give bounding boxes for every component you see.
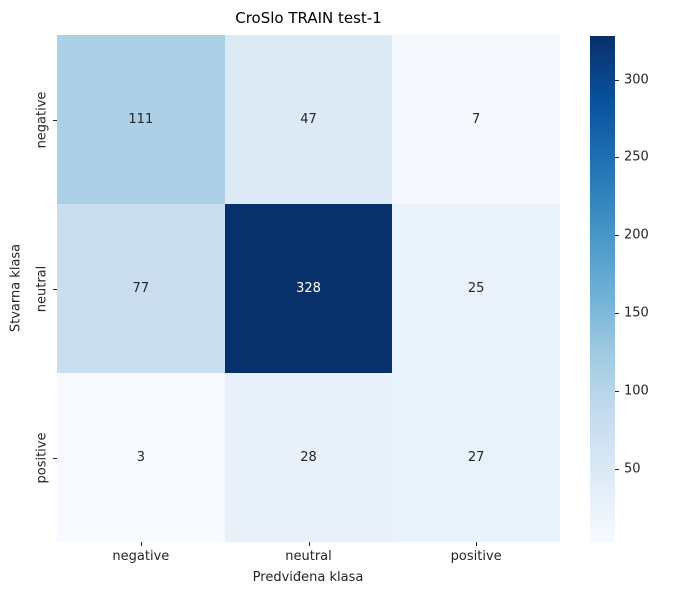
colorbar-tick-mark xyxy=(615,157,619,158)
colorbar-tick-label-150: 150 xyxy=(624,305,649,321)
colorbar-tick-label-100: 100 xyxy=(624,383,649,399)
y-tick-label-neutral: neutral xyxy=(34,265,50,312)
heatmap-cell-neutral-positive: 25 xyxy=(392,204,560,373)
colorbar-tick-mark xyxy=(615,391,619,392)
colorbar-tick-label-300: 300 xyxy=(624,72,649,88)
heatmap-cell-neutral-neutral: 328 xyxy=(224,204,393,373)
heatmap-cell-negative-negative: 111 xyxy=(57,35,225,204)
heatmap-cell-positive-negative: 3 xyxy=(57,373,225,542)
x-axis-label: Predviđena klasa xyxy=(252,570,364,585)
colorbar-tick-mark xyxy=(615,313,619,314)
y-tick-mark xyxy=(53,289,57,290)
y-tick-label-positive: positive xyxy=(34,432,50,483)
colorbar-tick-mark xyxy=(615,235,619,236)
heatmap-cell-positive-neutral: 28 xyxy=(224,373,393,542)
x-tick-label-negative: negative xyxy=(112,549,170,564)
x-tick-mark xyxy=(309,542,310,546)
x-tick-label-positive: positive xyxy=(450,549,502,564)
x-tick-mark xyxy=(141,542,142,546)
colorbar-tick-label-200: 200 xyxy=(624,227,649,243)
y-axis-label: Stvarna klasa xyxy=(8,243,24,333)
heatmap-cell-negative-positive: 7 xyxy=(392,35,560,204)
colorbar-tick-label-50: 50 xyxy=(624,461,641,477)
y-tick-label-negative: negative xyxy=(34,91,50,148)
chart-title: CroSlo TRAIN test-1 xyxy=(235,9,382,27)
y-tick-mark xyxy=(53,120,57,121)
x-tick-label-neutral: neutral xyxy=(285,549,332,564)
heatmap-grid: 111 47 7 77 328 25 3 28 27 xyxy=(57,35,560,542)
y-tick-mark xyxy=(53,458,57,459)
heatmap-cell-positive-positive: 27 xyxy=(392,373,560,542)
colorbar-tick-mark xyxy=(615,469,619,470)
x-tick-mark xyxy=(476,542,477,546)
colorbar xyxy=(590,36,615,542)
heatmap-cell-negative-neutral: 47 xyxy=(224,35,393,204)
colorbar-tick-label-250: 250 xyxy=(624,149,649,165)
heatmap-cell-neutral-negative: 77 xyxy=(57,204,225,373)
colorbar-tick-mark xyxy=(615,80,619,81)
